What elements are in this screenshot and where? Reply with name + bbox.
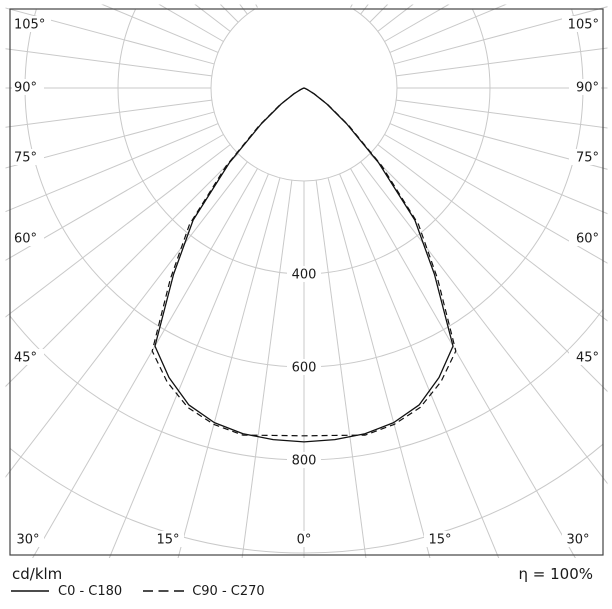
angle-label: 105° <box>568 18 599 33</box>
angle-label: 45° <box>576 351 599 366</box>
unit-label: cd/klm <box>12 565 63 583</box>
angle-label: 105° <box>14 18 45 33</box>
ring-value-labels: 400 600 800 <box>287 266 321 469</box>
angle-label: 15° <box>156 533 179 548</box>
dashed-line-swatch <box>143 590 185 592</box>
ring-label: 400 <box>292 268 317 283</box>
angle-label: 0° <box>297 533 312 548</box>
angle-label: 90° <box>14 81 37 96</box>
solid-line-swatch <box>11 590 49 592</box>
efficiency-label: η = 100% <box>518 565 594 583</box>
angle-label: 75° <box>14 151 37 166</box>
legend-label-c0-c180: C0 - C180 <box>58 583 123 599</box>
chart-legend: cd/klm C0 - C180 C90 - C270 η = 100% <box>0 555 612 609</box>
curve-c90-c270 <box>151 87 457 437</box>
angle-label: 30° <box>16 533 39 548</box>
ring-label: 600 <box>292 361 317 376</box>
curve-c0-c180 <box>154 87 454 443</box>
angle-label: 45° <box>14 351 37 366</box>
intensity-curves <box>151 87 457 443</box>
angle-label: 60° <box>14 232 37 247</box>
ring-label: 800 <box>292 454 317 469</box>
angle-label: 30° <box>566 533 589 548</box>
plot-frame <box>9 8 604 556</box>
angle-label: 60° <box>576 232 599 247</box>
angle-label: 90° <box>576 81 599 96</box>
legend-row: C0 - C180 C90 - C270 <box>10 582 265 600</box>
angle-label: 75° <box>576 151 599 166</box>
polar-plot-area: 400 600 800 105° 105° 90° 90° 75° 75° 60° 60° 45° 45… <box>5 4 608 558</box>
angle-labels: 105° 105° 90° 90° 75° 75° 60° 60° 45° 45° 30° 15° 0°… <box>12 16 601 548</box>
legend-label-c90-c270: C90 - C270 <box>192 583 265 599</box>
angle-label: 15° <box>428 533 451 548</box>
